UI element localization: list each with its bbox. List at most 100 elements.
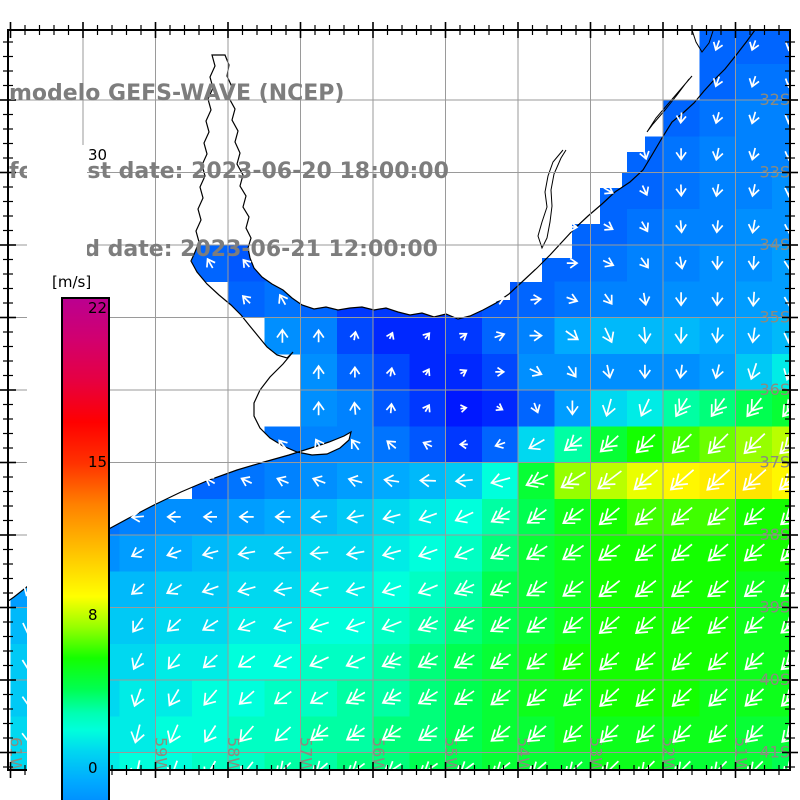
wave-direction-arrow — [490, 725, 511, 742]
wave-direction-arrow — [526, 725, 547, 743]
wave-direction-arrow — [781, 725, 790, 743]
wave-direction-arrow — [635, 687, 656, 708]
wave-direction-arrow — [707, 543, 729, 562]
wave-direction-arrow — [308, 618, 329, 633]
colorbar-tick-label: 30 — [88, 146, 108, 164]
wave-direction-arrow — [562, 580, 584, 597]
wave-direction-arrow — [422, 332, 431, 341]
wave-direction-arrow — [639, 148, 650, 161]
wave-direction-arrow — [273, 618, 293, 633]
wave-direction-arrow — [634, 615, 657, 634]
wave-direction-arrow — [599, 435, 619, 453]
wave-direction-arrow — [131, 652, 145, 671]
wave-direction-arrow — [711, 183, 724, 198]
wave-direction-arrow — [201, 546, 219, 560]
wave-cell — [699, 752, 736, 770]
wave-direction-arrow — [166, 546, 182, 559]
wave-direction-arrow — [422, 403, 431, 413]
longitude-label: 56W — [369, 737, 388, 773]
wave-direction-arrow — [165, 582, 182, 595]
wave-direction-arrow — [744, 724, 764, 743]
wave-cell — [771, 136, 790, 173]
wave-direction-arrow — [671, 687, 692, 708]
wave-direction-arrow — [458, 439, 468, 450]
wave-direction-arrow — [460, 404, 468, 413]
wave-direction-arrow — [711, 147, 724, 162]
wave-direction-arrow — [422, 440, 433, 450]
wave-direction-arrow — [309, 581, 329, 597]
wave-direction-arrow — [639, 257, 649, 269]
wave-direction-arrow — [273, 546, 292, 560]
wave-direction-arrow — [633, 469, 659, 491]
wave-direction-arrow — [602, 293, 613, 306]
wave-direction-arrow — [130, 688, 145, 708]
wave-direction-arrow — [202, 654, 218, 669]
wave-direction-arrow — [597, 470, 622, 490]
wave-direction-arrow — [671, 615, 693, 634]
longitude-label: 53W — [587, 737, 606, 773]
wave-direction-arrow — [562, 507, 584, 525]
wave-direction-arrow — [707, 580, 729, 598]
lagoon-line — [537, 149, 567, 250]
wave-direction-arrow — [386, 440, 397, 450]
wave-direction-arrow — [459, 332, 468, 341]
wave-direction-arrow — [748, 75, 760, 89]
wave-direction-arrow — [565, 329, 580, 341]
wave-direction-arrow — [566, 221, 579, 233]
wave-direction-arrow — [382, 509, 401, 524]
wave-direction-arrow — [345, 618, 366, 633]
wave-direction-arrow — [635, 433, 656, 454]
wave-direction-arrow — [349, 401, 361, 415]
wave-direction-arrow — [601, 398, 616, 418]
wave-direction-arrow — [453, 688, 475, 705]
wave-direction-arrow — [309, 691, 329, 705]
wave-cell — [771, 643, 790, 681]
wave-direction-arrow — [707, 433, 729, 455]
wave-direction-arrow — [639, 221, 649, 233]
latitude-label: 33S — [759, 163, 790, 182]
wave-cell — [771, 752, 790, 770]
wave-direction-arrow — [349, 294, 360, 304]
wave-direction-arrow — [526, 652, 548, 670]
wave-cell — [771, 245, 790, 282]
wave-direction-arrow — [598, 507, 620, 526]
wave-direction-arrow — [278, 293, 289, 306]
wave-direction-arrow — [345, 582, 365, 597]
wave-direction-arrow — [203, 689, 218, 706]
wave-direction-arrow — [528, 437, 545, 451]
wave-direction-arrow — [417, 688, 439, 705]
wave-direction-arrow — [418, 473, 436, 488]
wave-direction-arrow — [314, 438, 325, 451]
wave-cell — [771, 716, 790, 753]
wave-direction-arrow — [635, 651, 656, 671]
wave-direction-arrow — [273, 582, 292, 597]
wave-cell — [663, 752, 700, 770]
wave-direction-arrow — [237, 655, 256, 668]
longitude-label: 58W — [224, 737, 243, 773]
wave-direction-arrow — [241, 295, 252, 305]
wave-direction-arrow — [706, 468, 731, 491]
wave-direction-arrow — [278, 439, 288, 450]
wave-direction-arrow — [166, 510, 181, 523]
lat-lon-gridlines — [8, 30, 790, 770]
wave-direction-arrow — [345, 688, 366, 705]
wave-direction-arrow — [454, 509, 474, 524]
longitude-label: 61W — [7, 737, 26, 773]
wave-direction-arrow — [345, 654, 366, 669]
wave-direction-arrow — [309, 724, 329, 742]
wave-direction-arrow — [384, 760, 402, 770]
wave-direction-arrow — [602, 364, 615, 380]
wave-direction-arrow — [670, 580, 693, 598]
wave-direction-arrow — [707, 651, 729, 671]
wave-cell — [771, 607, 790, 645]
wave-direction-arrow — [561, 544, 585, 561]
wave-direction-arrow — [712, 40, 724, 52]
wave-direction-arrow — [453, 652, 475, 669]
wave-cell — [771, 100, 790, 137]
longitude-label: 51W — [732, 737, 751, 773]
wave-direction-arrow — [495, 403, 504, 412]
longitude-label: 57W — [297, 737, 316, 773]
wave-direction-arrow — [675, 364, 688, 380]
wave-direction-arrow — [310, 510, 328, 524]
wave-direction-arrow — [671, 651, 693, 671]
